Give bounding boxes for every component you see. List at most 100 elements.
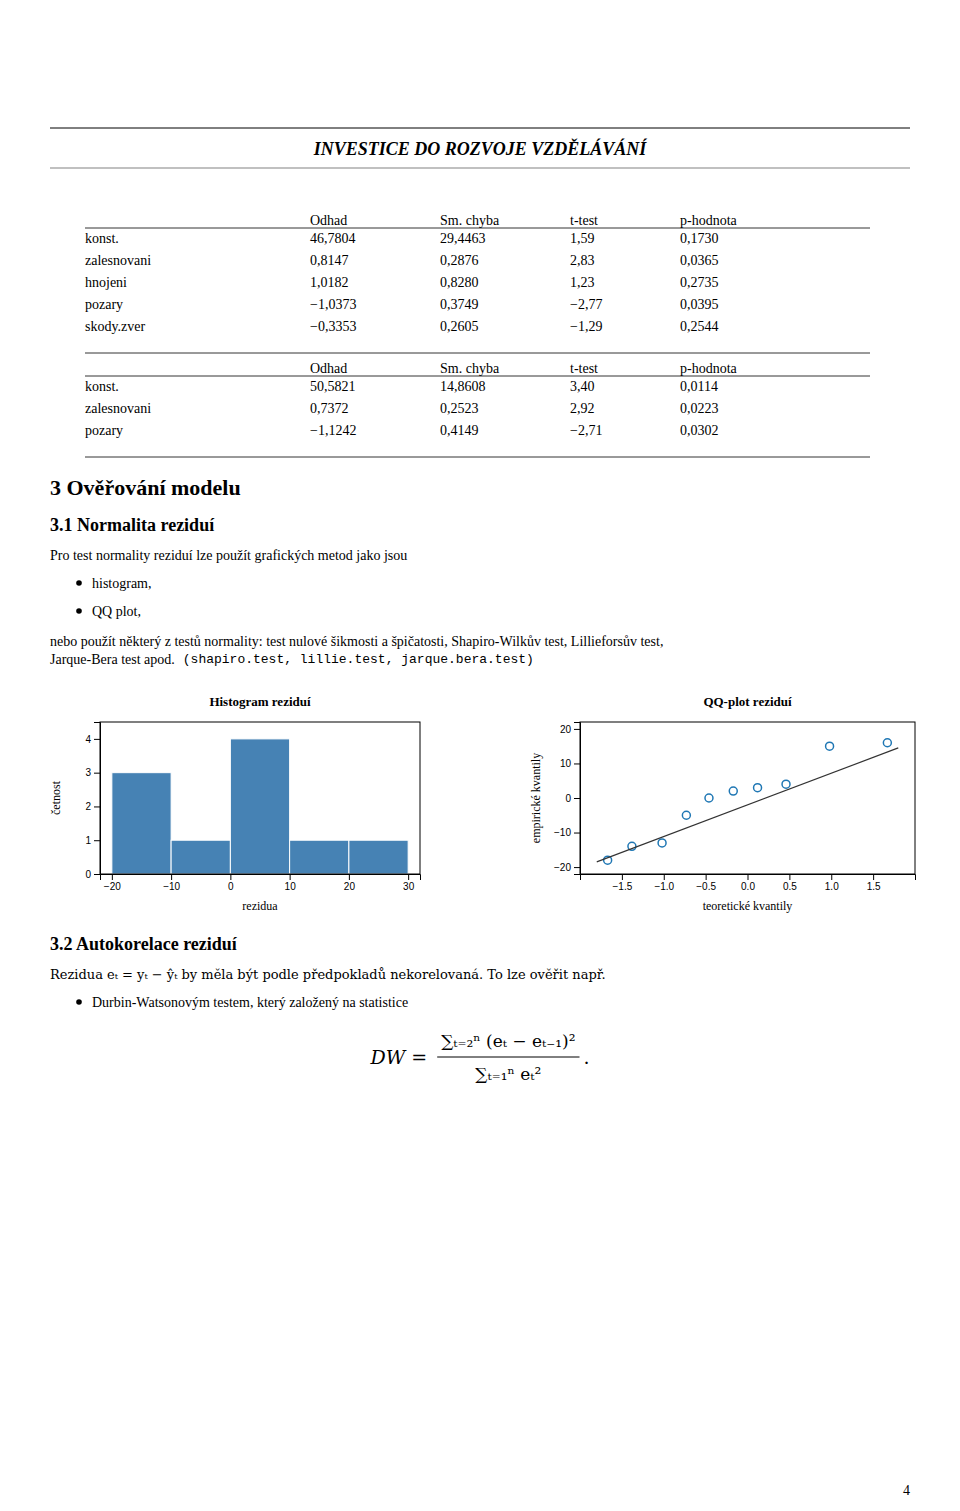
point <box>754 784 762 792</box>
bars <box>112 739 408 874</box>
paragraph: nebo použít některý z testů normality: t… <box>50 634 663 649</box>
paragraph: Rezidua eₜ = yₜ − ŷₜ by měla být podle p… <box>50 967 606 982</box>
tick: 30 <box>403 874 415 892</box>
tick-label: 1.5 <box>867 881 881 892</box>
histogram-chart: −20−10010203001234Histogram reziduírezid… <box>49 694 421 913</box>
tick: −10 <box>163 874 180 892</box>
y-axis: 01234 <box>85 723 100 880</box>
axis-line <box>581 875 916 881</box>
tick-label: −10 <box>163 881 180 892</box>
tick: 0 <box>85 869 100 880</box>
point <box>883 739 891 747</box>
table-cell: 50,5821 <box>310 379 356 394</box>
table-cell: 29,4463 <box>440 231 486 246</box>
tick-label: 10 <box>560 758 572 769</box>
page-number: 4 <box>903 1483 910 1498</box>
bar <box>230 739 289 874</box>
tick-mark <box>831 874 832 880</box>
tick-mark <box>574 798 580 799</box>
rule <box>85 376 870 377</box>
table-cell: −1,0373 <box>310 297 356 312</box>
table-cell: 1,23 <box>570 275 595 290</box>
tick-label: −1.5 <box>613 881 633 892</box>
tick-mark <box>873 874 874 880</box>
tick: 20 <box>560 724 580 735</box>
tick-label: 20 <box>344 881 356 892</box>
tick-mark <box>706 874 707 880</box>
tick-mark <box>230 874 231 880</box>
table-cell: 2,92 <box>570 401 595 416</box>
point <box>658 839 666 847</box>
table-cell: zalesnovani <box>85 401 151 416</box>
chart-title: QQ-plot reziduí <box>703 694 792 709</box>
tick: 0 <box>228 874 234 892</box>
table-cell: 0,0223 <box>680 401 719 416</box>
tick-mark <box>171 874 172 880</box>
formula: DW =∑ₜ₌₂ⁿ (eₜ − eₜ₋₁)²∑ₜ₌₁ⁿ eₜ². <box>369 1031 589 1084</box>
table-cell: 0,0114 <box>680 379 718 394</box>
tick-mark <box>574 763 580 764</box>
table-header: t-test <box>570 213 598 228</box>
tick-mark <box>574 833 580 834</box>
tick-label: −20 <box>104 881 121 892</box>
plot-frame <box>580 722 915 874</box>
table-cell: 46,7804 <box>310 231 356 246</box>
table-header: p-hodnota <box>680 213 738 228</box>
tick-label: 0.0 <box>741 881 755 892</box>
table-cell: 14,8608 <box>440 379 486 394</box>
table-header: Odhad <box>310 361 347 376</box>
tick-label: 30 <box>403 881 415 892</box>
tick-mark <box>574 729 580 730</box>
tick-mark <box>664 874 665 880</box>
tick: 20 <box>344 874 356 892</box>
table-cell: 0,2735 <box>680 275 719 290</box>
section-title: 3 Ověřování modelu <box>50 475 241 500</box>
tick-mark <box>94 739 100 740</box>
tick-mark <box>789 874 790 880</box>
bar <box>290 840 349 874</box>
table-cell: pozary <box>85 423 123 438</box>
header-text: INVESTICE DO ROZVOJE VZDĚLÁVÁNÍ <box>313 138 648 159</box>
tick: −20 <box>554 862 580 873</box>
table-cell: zalesnovani <box>85 253 151 268</box>
bullet-text: histogram, <box>92 576 152 591</box>
tick-label: −0.5 <box>696 881 716 892</box>
tick: −0.5 <box>696 874 716 892</box>
table-header: p-hodnota <box>680 361 738 376</box>
bullet <box>76 999 82 1005</box>
table-cell: konst. <box>85 379 119 394</box>
table-cell: konst. <box>85 231 119 246</box>
bar <box>349 840 408 874</box>
tick-mark <box>112 874 113 880</box>
table-cell: −0,3353 <box>310 319 356 334</box>
table-cell: 0,2605 <box>440 319 479 334</box>
tick: 0 <box>565 793 580 804</box>
rule <box>85 228 870 229</box>
table-cell: 0,8147 <box>310 253 349 268</box>
table-cell: −2,77 <box>570 297 602 312</box>
table-cell: 3,40 <box>570 379 595 394</box>
table-cell: 0,4149 <box>440 423 479 438</box>
tick-label: 3 <box>85 767 91 778</box>
tick: −10 <box>554 827 580 838</box>
table-cell: 2,83 <box>570 253 595 268</box>
subsection-title: 3.1 Normalita reziduí <box>50 515 215 535</box>
tick: 1.5 <box>867 874 881 892</box>
table-header: Sm. chyba <box>440 213 500 228</box>
tick-mark <box>622 874 623 880</box>
fraction-bar <box>437 1057 579 1058</box>
table-cell: 0,7372 <box>310 401 349 416</box>
bullet-text: Durbin-Watsonovým testem, který založený… <box>92 995 408 1010</box>
code-text: (shapiro.test, lillie.test, jarque.bera.… <box>183 652 534 667</box>
tick: 4 <box>85 734 100 745</box>
point <box>682 811 690 819</box>
table-cell: 0,2544 <box>680 319 719 334</box>
tick: 10 <box>560 758 580 769</box>
table-cell: 0,3749 <box>440 297 479 312</box>
formula-numerator: ∑ₜ₌₂ⁿ (eₜ − eₜ₋₁)² <box>441 1031 575 1051</box>
table-cell: hnojeni <box>85 275 127 290</box>
table-cell: −2,71 <box>570 423 602 438</box>
marks <box>597 739 899 864</box>
table-cell: 0,0395 <box>680 297 719 312</box>
tick-label: −10 <box>554 827 571 838</box>
